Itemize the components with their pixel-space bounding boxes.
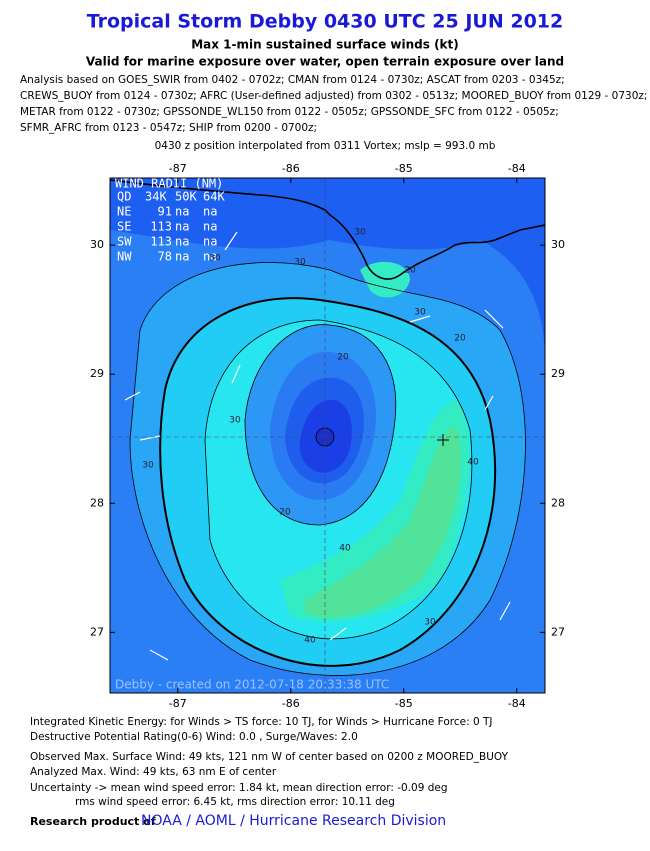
contour-label: 20 xyxy=(454,334,466,344)
contour-label: 30 xyxy=(142,461,154,471)
title: Tropical Storm Debby 0430 UTC 25 JUN 201… xyxy=(87,11,563,33)
contour-label: 30 xyxy=(209,254,221,264)
y-tick-label: 29 xyxy=(551,367,565,380)
radii-cell: 78 xyxy=(158,250,172,264)
credit: NOAA / AOML / Hurricane Research Divisio… xyxy=(141,813,446,829)
contour-label: 30 xyxy=(354,228,366,238)
footer-line: Destructive Potential Rating(0-6) Wind: … xyxy=(30,731,358,743)
watermark: Debby - created on 2012-07-18 20:33:38 U… xyxy=(115,678,389,692)
radii-cell: 113 xyxy=(150,220,172,234)
radii-cell: 91 xyxy=(158,205,172,219)
y-tick-label: 28 xyxy=(551,496,565,509)
radii-cell: SE xyxy=(117,220,131,234)
radii-header: QD xyxy=(117,190,131,204)
contour-label: 30 xyxy=(229,416,241,426)
y-tick-label: 29 xyxy=(90,367,104,380)
footer-line: Observed Max. Surface Wind: 49 kts, 121 … xyxy=(30,751,509,763)
contour-label: 30 xyxy=(414,308,426,318)
radii-title: WIND RADII (NM) xyxy=(115,177,223,191)
position-line: 0430 z position interpolated from 0311 V… xyxy=(155,140,496,152)
radii-cell: na xyxy=(203,220,217,234)
x-tick-label: -87 xyxy=(169,162,187,175)
x-tick-label: -85 xyxy=(395,162,413,175)
contour-label: 30 xyxy=(294,258,306,268)
x-tick-label: -84 xyxy=(508,162,526,175)
footer-line: Analyzed Max. Wind: 49 kts, 63 nm E of c… xyxy=(30,766,277,778)
contour-label: 40 xyxy=(467,458,479,468)
x-tick-label: -86 xyxy=(282,162,300,175)
analysis-line: CREWS_BUOY from 0124 - 0730z; AFRC (User… xyxy=(20,90,647,102)
radii-cell: na xyxy=(203,235,217,249)
radii-cell: na xyxy=(203,205,217,219)
footer-line: rms wind speed error: 6.45 kt, rms direc… xyxy=(75,796,395,808)
radii-header: 64K xyxy=(203,190,225,204)
contour-label: 40 xyxy=(339,544,351,554)
y-tick-label: 30 xyxy=(551,238,565,251)
wind-vectors xyxy=(124,231,511,661)
footer-line: Uncertainty -> mean wind speed error: 1.… xyxy=(30,782,448,794)
wind-field xyxy=(110,178,545,693)
contour-label: 40 xyxy=(304,636,316,646)
contour-label: 20 xyxy=(404,266,416,276)
y-tick-label: 30 xyxy=(90,238,104,251)
radii-cell: na xyxy=(175,235,189,249)
radii-cell: NE xyxy=(117,205,131,219)
y-tick-label: 27 xyxy=(90,625,104,638)
x-tick-label: -85 xyxy=(395,697,413,710)
x-tick-label: -86 xyxy=(282,697,300,710)
radii-header: 34K xyxy=(145,190,167,204)
radii-header: 50K xyxy=(175,190,197,204)
footer-line: Integrated Kinetic Energy: for Winds > T… xyxy=(30,716,492,728)
radii-cell: 113 xyxy=(150,235,172,249)
radii-cell: SW xyxy=(117,235,132,249)
map-frame xyxy=(109,177,546,694)
analysis-line: SFMR_AFRC from 0123 - 0547z; SHIP from 0… xyxy=(20,122,317,134)
y-tick-label: 28 xyxy=(90,496,104,509)
analysis-line: METAR from 0122 - 0730z; GPSSONDE_WL150 … xyxy=(20,106,559,118)
credit-label: Research product of xyxy=(30,815,156,828)
radii-cell: na xyxy=(175,220,189,234)
radii-cell: na xyxy=(175,205,189,219)
radii-cell: na xyxy=(175,250,189,264)
y-tick-label: 27 xyxy=(551,625,565,638)
contour-label: 20 xyxy=(279,508,291,518)
contour-label: 30 xyxy=(424,618,436,628)
radii-cell: NW xyxy=(117,250,132,264)
x-tick-label: -87 xyxy=(169,697,187,710)
x-tick-label: -84 xyxy=(508,697,526,710)
subtitle: Valid for marine exposure over water, op… xyxy=(86,55,564,69)
contour-label: 20 xyxy=(337,353,349,363)
radii-cell: na xyxy=(203,250,217,264)
subtitle: Max 1-min sustained surface winds (kt) xyxy=(191,38,459,52)
analysis-line: Analysis based on GOES_SWIR from 0402 - … xyxy=(20,74,565,86)
